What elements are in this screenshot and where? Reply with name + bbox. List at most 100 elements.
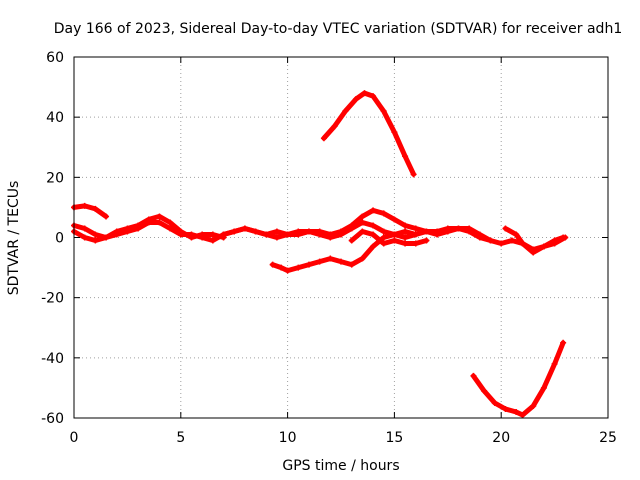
y-axis-label: SDTVAR / TECUs	[6, 181, 22, 296]
data-point	[412, 240, 419, 247]
data-point	[209, 231, 216, 238]
data-point	[560, 339, 567, 346]
x-tick-label: 25	[599, 430, 617, 446]
data-point	[391, 216, 398, 223]
series-line	[470, 340, 566, 418]
data-point	[113, 231, 120, 238]
data-point	[391, 237, 398, 244]
data-point	[380, 228, 387, 235]
data-point	[342, 108, 349, 115]
data-point	[402, 234, 409, 241]
data-point	[331, 123, 338, 130]
y-tick-label: -20	[41, 291, 64, 307]
y-tick-label: 20	[46, 170, 64, 186]
y-tick-label: -40	[41, 351, 64, 367]
y-tick-label: -60	[41, 411, 64, 427]
data-point	[199, 234, 206, 241]
data-point	[167, 219, 174, 226]
data-point	[177, 231, 184, 238]
data-point	[252, 228, 259, 235]
data-point	[508, 237, 515, 244]
data-point	[560, 234, 567, 241]
data-point	[423, 228, 430, 235]
data-point	[370, 93, 377, 100]
data-point	[380, 210, 387, 217]
series-line	[71, 203, 109, 219]
series-track-g	[320, 90, 417, 178]
x-axis-label: GPS time / hours	[282, 458, 399, 474]
data-point	[295, 231, 302, 238]
data-point	[103, 213, 110, 220]
data-point	[241, 225, 248, 232]
data-point	[519, 240, 526, 247]
data-point	[476, 231, 483, 238]
data-point	[338, 228, 344, 235]
series-track-f	[348, 228, 430, 247]
data-point	[316, 228, 323, 235]
data-point	[402, 222, 409, 229]
series-track-e	[269, 228, 419, 274]
data-point	[513, 231, 520, 238]
data-point	[412, 225, 419, 232]
data-point	[284, 231, 291, 238]
data-point	[135, 225, 142, 232]
data-point	[338, 258, 344, 265]
x-tick-label: 10	[279, 430, 297, 446]
data-point	[273, 234, 280, 241]
data-point	[410, 171, 417, 178]
data-point	[391, 231, 398, 238]
data-point	[156, 219, 163, 226]
data-point	[551, 237, 558, 244]
data-point	[124, 228, 131, 235]
data-point	[391, 129, 398, 136]
data-point	[370, 207, 377, 214]
data-point	[380, 108, 387, 115]
data-point	[498, 240, 505, 247]
data-point	[444, 228, 451, 235]
data-point	[352, 96, 359, 103]
data-point	[348, 261, 355, 268]
y-tick-label: 60	[46, 50, 64, 66]
data-point	[502, 405, 509, 412]
data-point	[513, 408, 520, 415]
data-point	[359, 213, 366, 220]
data-point	[284, 267, 291, 274]
data-point	[327, 255, 334, 262]
data-point	[481, 387, 488, 394]
data-point	[423, 237, 430, 244]
x-tick-label: 20	[492, 430, 510, 446]
data-point	[402, 240, 409, 247]
data-point	[327, 231, 334, 238]
data-point	[370, 231, 377, 238]
data-point	[530, 249, 537, 256]
data-point	[502, 225, 509, 232]
data-point	[412, 231, 419, 238]
data-point	[269, 261, 276, 268]
data-point	[348, 237, 355, 244]
data-point	[316, 258, 323, 265]
series-line	[321, 90, 417, 177]
data-point	[278, 264, 285, 271]
data-point	[466, 225, 473, 232]
data-point	[231, 228, 238, 235]
data-point	[92, 237, 99, 244]
data-point	[380, 240, 387, 247]
series-track-d	[220, 207, 569, 253]
data-point	[305, 261, 312, 268]
data-point	[370, 222, 377, 229]
data-point	[295, 264, 302, 271]
data-point	[220, 231, 227, 238]
data-point	[491, 399, 498, 406]
data-point	[320, 135, 327, 142]
data-point	[103, 234, 110, 241]
data-point	[81, 202, 88, 209]
x-tick-label: 0	[70, 430, 79, 446]
data-point	[551, 360, 558, 367]
data-point	[540, 384, 547, 391]
data-point	[156, 213, 163, 220]
data-point	[92, 231, 99, 238]
data-point	[188, 231, 195, 238]
data-point	[359, 219, 366, 226]
data-point	[402, 153, 409, 160]
ticks: 0 5 10 15 20 25 -60 -40 -20 0 20 40 60	[41, 50, 617, 446]
